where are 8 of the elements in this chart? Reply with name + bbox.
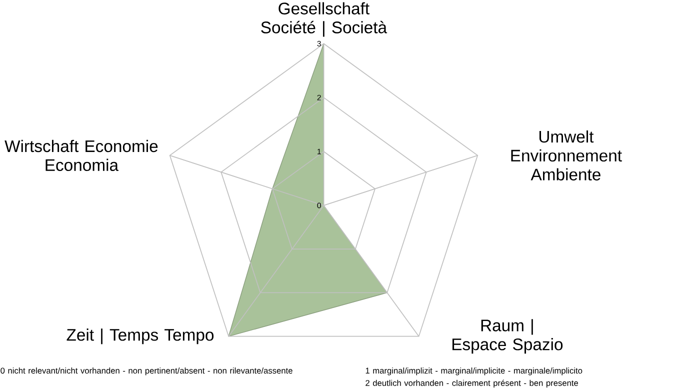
text: 2 deutlich vorhanden - clairement présent - ben presente [366, 380, 578, 388]
spoke-label: Umwelt Environnement Ambiente [511, 130, 622, 181]
spoke-label: Raum | Espace Spazio [452, 319, 563, 354]
spoke-label: Wirtschaft Economie Economia [4, 140, 158, 172]
spoke-label: Gesellschaft Société | Società [261, 2, 388, 37]
spoke-label: Zeit | Temps Tempo [66, 328, 214, 344]
text: 1 marginal/implizit - marginal/implicite - marginale/implicito [366, 368, 582, 376]
text: 0 nicht relevant/nicht vorhanden - non pertinent/absent - non rilevante/assente [0, 368, 292, 376]
